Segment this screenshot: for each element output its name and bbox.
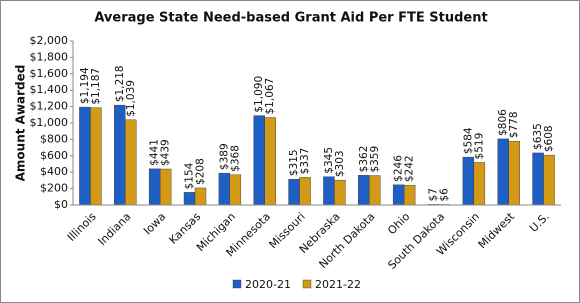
x-tick-label: Ohio: [385, 210, 412, 237]
bar: [194, 187, 207, 206]
bar: [323, 176, 335, 206]
value-label: $584: [462, 127, 474, 154]
y-tick-label: $1,400: [30, 83, 69, 96]
y-tick-label: $2,000: [30, 34, 69, 47]
x-tick-label: Indiana: [96, 210, 134, 248]
y-tick-label: $0: [54, 198, 68, 211]
bar: [532, 152, 544, 206]
bar: [358, 175, 370, 206]
value-label: $242: [404, 155, 416, 182]
value-label: $1,067: [264, 78, 276, 115]
value-label: $154: [184, 162, 196, 189]
bar: [497, 138, 509, 206]
bar: [392, 184, 405, 206]
value-label: $1,218: [114, 65, 126, 102]
value-label: $315: [288, 149, 300, 176]
bar: [229, 174, 242, 206]
value-label: $389: [218, 143, 230, 170]
bar: [183, 192, 196, 206]
y-tick-label: $1,800: [30, 50, 69, 63]
value-label: $635: [532, 123, 544, 150]
value-label: $519: [473, 133, 485, 160]
x-tick-label: Midwest: [476, 210, 518, 252]
y-axis-title: Amount Awarded: [14, 65, 28, 182]
value-label: $806: [497, 109, 509, 136]
legend-swatch: [232, 279, 242, 289]
x-tick-label: Illinois: [65, 210, 99, 244]
bar: [253, 115, 265, 206]
bar: [79, 106, 91, 206]
value-label: $345: [323, 147, 335, 174]
y-tick-label: $1,600: [30, 67, 69, 80]
value-label: $778: [508, 111, 520, 138]
bar: [125, 119, 137, 206]
value-label: $439: [160, 139, 172, 166]
y-tick-label: $800: [40, 132, 68, 145]
value-label: $7: [428, 188, 440, 201]
bar: [473, 162, 486, 206]
bar: [299, 177, 311, 206]
bar: [334, 179, 346, 206]
bar: [148, 168, 161, 206]
y-tick-label: $600: [40, 149, 68, 162]
y-tick-label: $200: [40, 182, 68, 195]
value-label: $208: [195, 158, 207, 185]
bar: [90, 107, 102, 206]
bar: [264, 117, 276, 206]
value-label: $1,039: [125, 80, 137, 117]
value-label: $359: [369, 146, 381, 173]
x-tick-label: Iowa: [141, 210, 168, 237]
value-label: $441: [149, 139, 161, 166]
bar: [403, 184, 416, 206]
value-label: $1,090: [253, 76, 265, 113]
bar: [114, 104, 126, 206]
value-label: $368: [229, 145, 241, 172]
value-label: $1,187: [90, 68, 102, 105]
value-label: $1,194: [79, 67, 91, 104]
bar: [369, 175, 381, 206]
bar: [543, 154, 555, 206]
value-label: $246: [393, 155, 405, 182]
y-tick-label: $1,000: [30, 116, 69, 129]
bar: [218, 172, 231, 206]
y-tick-label: $1,200: [30, 100, 69, 113]
value-label: $337: [299, 148, 311, 175]
y-tick-label: $400: [40, 165, 68, 178]
legend-swatch: [302, 279, 312, 289]
value-label: $362: [358, 146, 370, 173]
legend-label: 2021-22: [315, 278, 361, 291]
value-label: $608: [543, 125, 555, 152]
value-label: $6: [439, 188, 451, 202]
bar: [508, 141, 520, 206]
value-label: $303: [334, 150, 346, 177]
chart-title: Average State Need-based Grant Aid Per F…: [94, 11, 487, 26]
bar: [462, 156, 475, 206]
bar: [288, 178, 300, 206]
x-tick-label: U.S.: [527, 210, 552, 235]
bar: [159, 168, 172, 206]
legend-label: 2020-21: [245, 278, 291, 291]
